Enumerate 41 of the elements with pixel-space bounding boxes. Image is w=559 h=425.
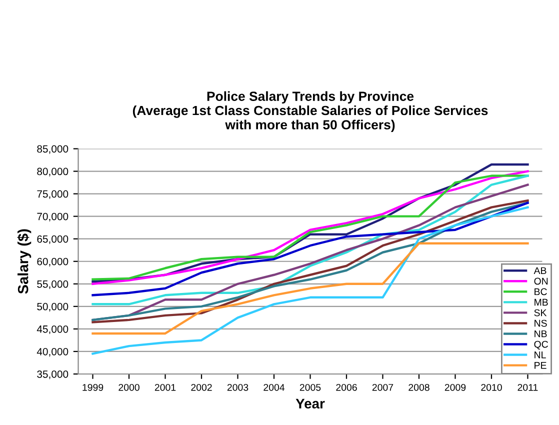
x-tick-label: 2004	[264, 384, 285, 391]
y-axis-title: Salary ($)	[17, 229, 32, 294]
y-tick-label: 85,000	[37, 145, 68, 154]
y-tick-label: 70,000	[37, 212, 68, 222]
x-tick-label: 2003	[227, 384, 248, 391]
legend-label: NB	[534, 330, 547, 338]
x-tick-label: 2011	[518, 384, 538, 391]
y-tick-label: 45,000	[36, 325, 68, 334]
x-tick-label: 2006	[336, 384, 357, 391]
y-tick-label: 50,000	[37, 302, 68, 312]
legend-label: SK	[534, 309, 547, 316]
legend-label: NL	[534, 352, 546, 358]
legend-label: BC	[534, 288, 547, 296]
x-tick-label: 2008	[408, 384, 430, 391]
x-tick-label: 2010	[481, 384, 502, 391]
chart-title: Police Salary Trends by Province (Average 1st Class Constable Salaries of Police Services with more than 50 Officers)	[132, 91, 488, 132]
line-series	[92, 174, 529, 306]
y-tick-label: 35,000	[37, 370, 68, 380]
y-tick-label: 75,000	[37, 190, 68, 199]
x-tick-label: 2000	[118, 384, 140, 391]
line-series	[92, 242, 529, 335]
x-tick-label: 2005	[300, 384, 321, 391]
y-tick-label: 65,000	[37, 235, 68, 244]
y-tick-label: 80,000	[37, 168, 68, 176]
legend-label: MB	[534, 298, 548, 306]
x-tick-label: 2002	[191, 384, 212, 391]
x-axis-title: Year	[296, 398, 325, 409]
legend-label: QC	[534, 340, 548, 350]
legend-label: PE	[534, 362, 546, 369]
line-series	[92, 206, 529, 355]
y-tick-label: 40,000	[36, 348, 68, 357]
y-tick-label: 55,000	[37, 280, 68, 290]
x-tick-label: 1999	[82, 384, 104, 391]
x-tick-label: 2009	[444, 384, 466, 391]
x-tick-label: 2001	[154, 384, 176, 391]
legend-label: ON	[534, 278, 548, 285]
y-tick-label: 60,000	[37, 258, 68, 266]
legend-label: NS	[534, 320, 547, 327]
line-series	[92, 202, 529, 296]
x-tick-label: 2007	[372, 384, 394, 391]
legend-label: AB	[534, 267, 546, 274]
